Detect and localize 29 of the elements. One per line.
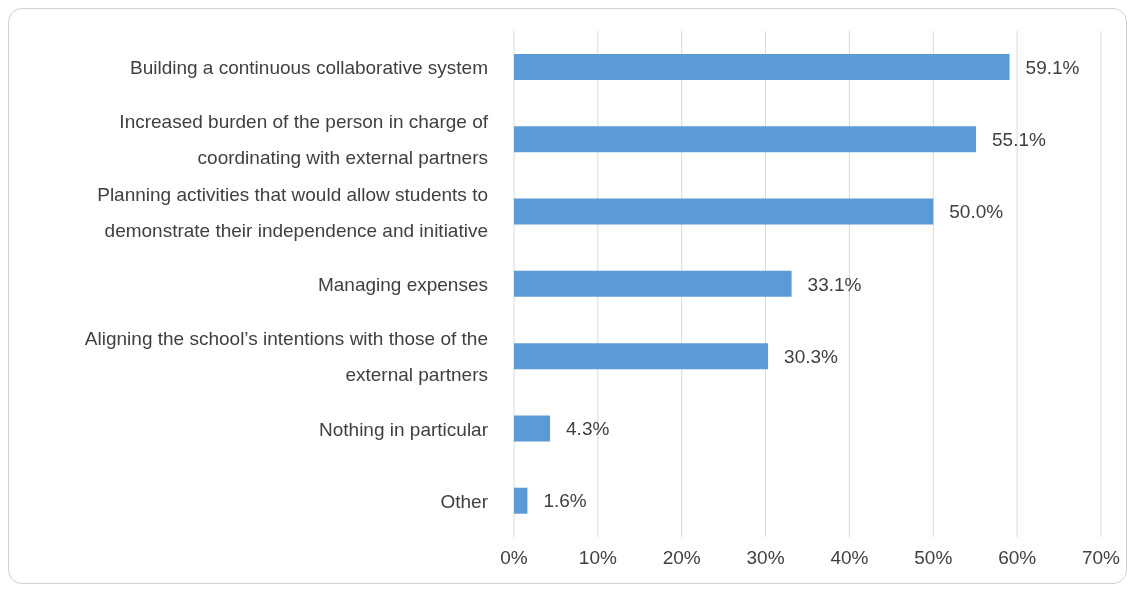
y-tick-label: Increased burden of the person in charge of coordinating with external partners [119,110,489,168]
y-tick-label: Managing expenses [317,273,488,295]
data-label: 30.3% [784,345,839,367]
data-label: 59.1% [1025,56,1080,78]
y-tick-label: Aligning the school’s intentions with those of the external partners [84,327,488,385]
x-tick-label: 50% [914,547,953,569]
bar [514,270,792,297]
data-label: 1.6% [543,490,587,512]
data-label: 55.1% [992,129,1047,151]
bar [514,415,551,442]
x-tick-label: 20% [662,547,701,569]
bar [514,54,1010,80]
bar [514,198,934,225]
data-label: 4.3% [566,418,610,440]
x-tick-label: 10% [578,547,617,569]
data-label: 50.0% [949,201,1004,223]
bar [514,126,977,153]
y-tick-label: Nothing in particular [319,418,489,440]
x-tick-label: 70% [1081,547,1121,569]
y-tick-label: Planning activities that would allow students to demonstrate their independence and initiative [97,183,488,241]
y-tick-label: Building a continuous collaborative system [129,56,488,78]
bar [514,487,528,514]
data-label: 33.1% [807,273,862,295]
x-tick-label: 40% [830,547,869,569]
x-tick-label: 0% [500,547,528,569]
y-tick-label: Other [440,490,489,512]
bar [514,343,769,370]
x-tick-label: 30% [746,547,785,569]
x-tick-label: 60% [998,547,1037,569]
